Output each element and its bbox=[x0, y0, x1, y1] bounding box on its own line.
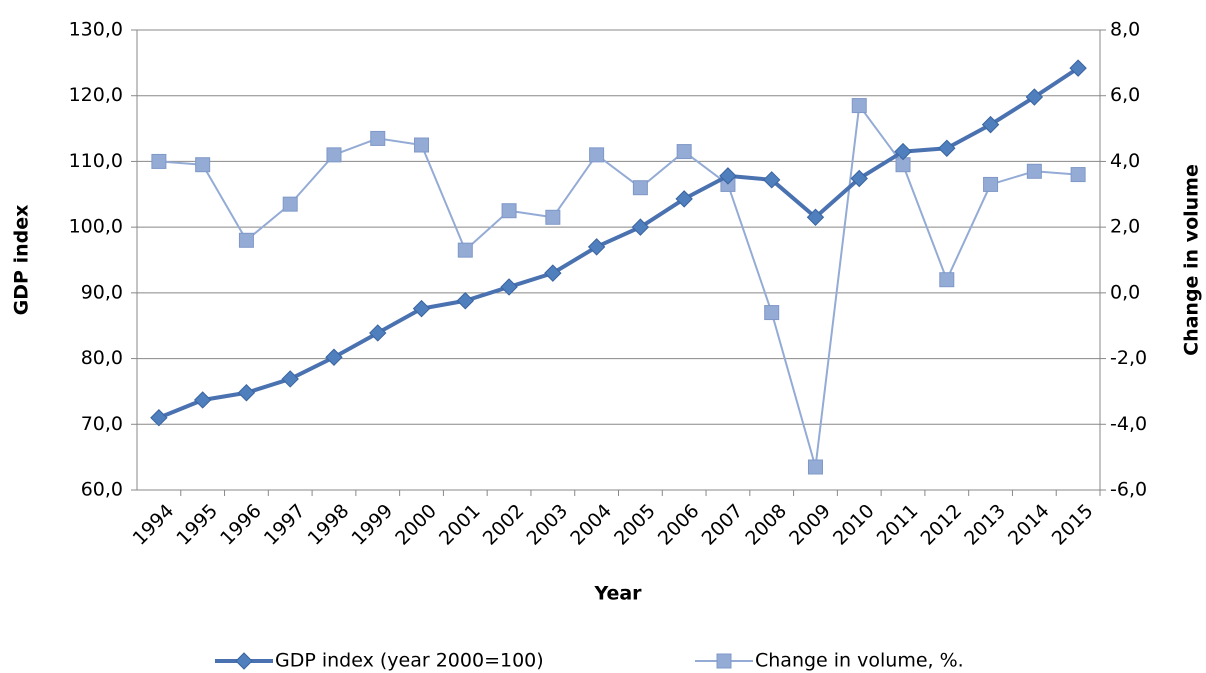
diamond-marker bbox=[762, 171, 781, 189]
series bbox=[151, 98, 1086, 475]
diamond-marker bbox=[193, 391, 212, 409]
square-marker bbox=[764, 305, 780, 321]
square-marker bbox=[238, 232, 254, 248]
y2-tick-label: 8,0 bbox=[1110, 19, 1140, 41]
x-tick-label: 2015 bbox=[1048, 500, 1098, 550]
diamond-marker bbox=[500, 278, 518, 296]
x-tick-label: 2002 bbox=[479, 500, 529, 550]
square-marker bbox=[1026, 163, 1042, 179]
x-tick-label: 2009 bbox=[785, 500, 835, 550]
diamond-marker bbox=[850, 169, 868, 188]
series-line bbox=[158, 104, 1079, 468]
legend-label: GDP index (year 2000=100) bbox=[275, 650, 544, 672]
y-tick-label: 130,0 bbox=[69, 19, 123, 41]
y-tick-label: 60,0 bbox=[81, 479, 123, 501]
diamond-marker bbox=[631, 218, 650, 236]
y-tick-label: 110,0 bbox=[69, 150, 123, 172]
diamond-marker bbox=[412, 299, 431, 318]
x-tick-label: 1995 bbox=[172, 500, 222, 550]
x-tick-label: 2006 bbox=[654, 500, 704, 550]
square-marker bbox=[807, 459, 823, 475]
y-tick-label: 70,0 bbox=[81, 413, 123, 435]
x-tick-label: 2012 bbox=[916, 500, 966, 550]
y2-tick-label: 2,0 bbox=[1110, 216, 1140, 238]
series bbox=[150, 59, 1087, 427]
diamond-marker bbox=[456, 292, 475, 310]
diamond-marker bbox=[235, 652, 253, 670]
square-marker bbox=[282, 196, 298, 212]
diamond-marker bbox=[587, 238, 606, 256]
square-marker bbox=[983, 176, 999, 192]
square-marker bbox=[676, 144, 692, 160]
diamond-marker bbox=[894, 142, 912, 161]
x-tick-label: 1994 bbox=[129, 500, 179, 550]
diamond-marker bbox=[237, 384, 256, 402]
y2-tick-label: -6,0 bbox=[1110, 479, 1147, 501]
x-tick-label: 2007 bbox=[698, 500, 748, 550]
square-marker bbox=[1070, 167, 1086, 183]
diamond-marker bbox=[1025, 88, 1044, 106]
x-tick-label: 2004 bbox=[566, 500, 616, 550]
square-marker bbox=[195, 157, 211, 173]
legend-label: Change in volume, %. bbox=[755, 650, 964, 672]
square-marker bbox=[939, 272, 955, 288]
square-marker bbox=[414, 137, 430, 153]
diamond-marker bbox=[675, 190, 693, 208]
square-marker bbox=[589, 147, 605, 163]
x-tick-label: 2010 bbox=[829, 500, 879, 550]
square-marker bbox=[851, 98, 867, 114]
y2-tick-label: 4,0 bbox=[1110, 150, 1140, 172]
x-tick-label: 1999 bbox=[347, 500, 397, 550]
diamond-marker bbox=[369, 324, 387, 342]
y-tick-label: 120,0 bbox=[69, 84, 123, 106]
y-tick-label: 90,0 bbox=[81, 281, 123, 303]
square-marker bbox=[501, 203, 517, 219]
square-marker bbox=[151, 153, 167, 169]
diamond-marker bbox=[938, 139, 956, 157]
y-axis-title: GDP index bbox=[11, 205, 33, 316]
diamond-marker bbox=[981, 115, 1000, 134]
y2-tick-label: 6,0 bbox=[1110, 84, 1140, 106]
x-tick-label: 2013 bbox=[960, 500, 1010, 550]
diamond-marker bbox=[281, 370, 299, 388]
diamond-marker bbox=[719, 167, 737, 185]
x-tick-label: 2011 bbox=[873, 500, 923, 550]
x-axis-title: Year bbox=[593, 583, 642, 605]
y2-tick-label: -2,0 bbox=[1110, 347, 1147, 369]
x-tick-label: 2014 bbox=[1004, 500, 1054, 550]
square-marker bbox=[457, 242, 473, 258]
square-marker bbox=[632, 180, 648, 196]
y2-tick-label: 0,0 bbox=[1110, 281, 1140, 303]
square-marker bbox=[716, 653, 732, 669]
diamond-marker bbox=[325, 348, 343, 366]
series-line bbox=[158, 66, 1080, 420]
square-marker bbox=[326, 147, 342, 163]
y2-tick-label: -4,0 bbox=[1110, 413, 1147, 435]
diamond-marker bbox=[1069, 59, 1087, 77]
x-tick-label: 2005 bbox=[610, 500, 660, 550]
diamond-marker bbox=[806, 208, 825, 226]
x-tick-label: 2001 bbox=[435, 500, 485, 550]
y2-axis-title: Change in volume bbox=[1181, 164, 1203, 356]
y-tick-label: 80,0 bbox=[81, 347, 123, 369]
x-tick-label: 1998 bbox=[304, 500, 354, 550]
x-tick-label: 1997 bbox=[260, 500, 310, 550]
diamond-marker bbox=[150, 409, 168, 427]
x-tick-label: 2003 bbox=[523, 500, 573, 550]
x-tick-label: 1996 bbox=[216, 500, 266, 550]
square-marker bbox=[370, 130, 386, 146]
x-tick-label: 2000 bbox=[391, 500, 441, 550]
y-tick-label: 100,0 bbox=[69, 216, 123, 238]
diamond-marker bbox=[544, 264, 562, 282]
x-tick-label: 2008 bbox=[741, 500, 791, 550]
square-marker bbox=[545, 209, 561, 225]
